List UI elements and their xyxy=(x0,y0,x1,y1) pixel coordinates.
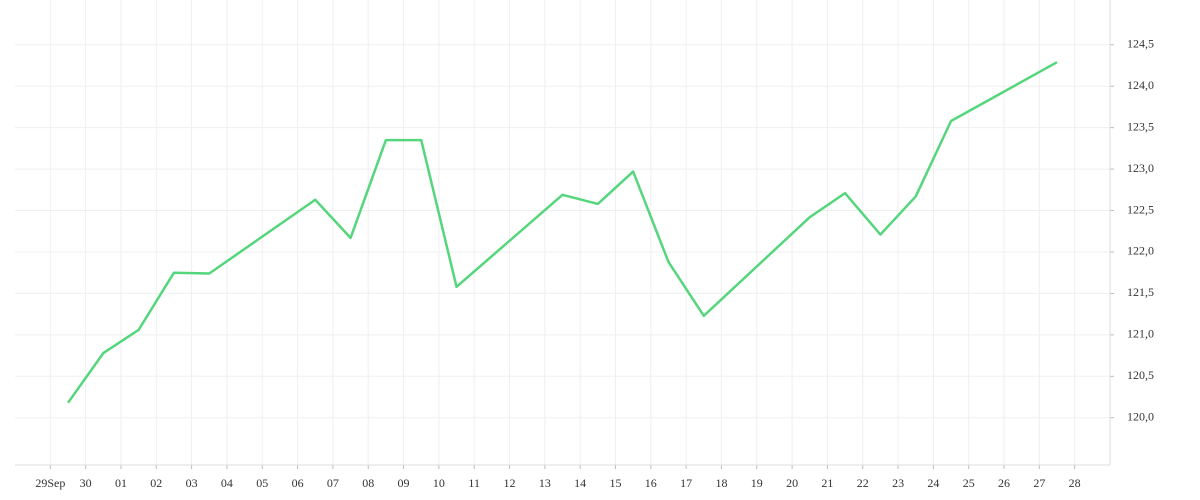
x-tick-label: 17 xyxy=(680,476,692,490)
x-tick-label: 11 xyxy=(468,476,480,490)
y-tick-label: 124,0 xyxy=(1127,78,1154,92)
y-tick-label: 120,5 xyxy=(1127,368,1154,382)
x-tick-label: 24 xyxy=(927,476,939,490)
y-tick-label: 122,0 xyxy=(1127,244,1154,258)
x-tick-label: 02 xyxy=(150,476,162,490)
x-tick-label: 22 xyxy=(857,476,869,490)
x-tick-label: 28 xyxy=(1069,476,1081,490)
x-tick-label: 12 xyxy=(504,476,516,490)
x-tick-label: 07 xyxy=(327,476,339,490)
y-tick-label: 121,0 xyxy=(1127,327,1154,341)
x-tick-label: 27 xyxy=(1033,476,1045,490)
x-tick-label: 15 xyxy=(609,476,621,490)
x-tick-label: 05 xyxy=(256,476,268,490)
x-tick-label: 26 xyxy=(998,476,1010,490)
y-tick-label: 120,0 xyxy=(1127,410,1154,424)
y-tick-label: 124,5 xyxy=(1127,37,1154,51)
y-tick-label: 121,5 xyxy=(1127,285,1154,299)
x-tick-label: 03 xyxy=(186,476,198,490)
x-tick-label: 30 xyxy=(80,476,92,490)
x-tick-label: 14 xyxy=(574,476,586,490)
x-tick-label: 19 xyxy=(751,476,763,490)
y-tick-label: 123,0 xyxy=(1127,161,1154,175)
x-tick-label: 25 xyxy=(963,476,975,490)
x-tick-label: 29Sep xyxy=(35,476,65,490)
x-tick-label: 01 xyxy=(115,476,127,490)
x-tick-label: 23 xyxy=(892,476,904,490)
x-tick-label: 09 xyxy=(398,476,410,490)
y-tick-label: 123,5 xyxy=(1127,119,1154,133)
x-tick-label: 04 xyxy=(221,476,233,490)
x-tick-label: 13 xyxy=(539,476,551,490)
price-line xyxy=(66,61,1058,404)
x-tick-label: 06 xyxy=(292,476,304,490)
y-tick-label: 122,5 xyxy=(1127,202,1154,216)
x-tick-label: 18 xyxy=(715,476,727,490)
x-tick-label: 20 xyxy=(786,476,798,490)
x-tick-label: 21 xyxy=(821,476,833,490)
x-tick-label: 16 xyxy=(645,476,657,490)
x-tick-label: 08 xyxy=(362,476,374,490)
x-tick-label: 10 xyxy=(433,476,445,490)
